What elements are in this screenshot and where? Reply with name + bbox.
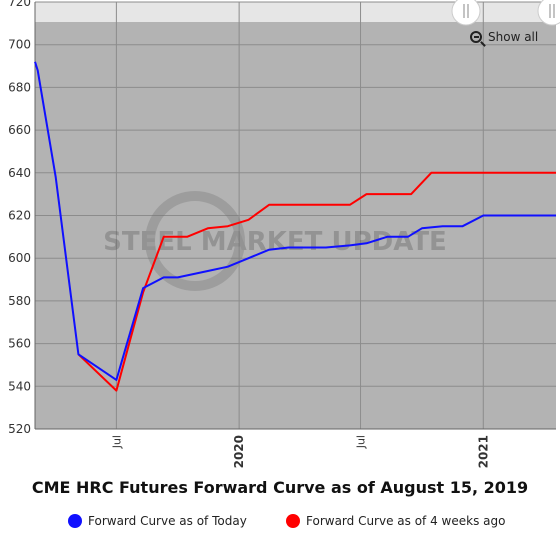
x-tick-label: Jul	[355, 435, 368, 449]
y-axis: 520 540 560 580 600 620 640 660 680 700 720	[8, 0, 31, 436]
y-tick-label: 600	[8, 251, 31, 265]
legend-marker-today	[68, 514, 82, 528]
y-tick-label: 700	[8, 38, 31, 52]
navigator-band	[35, 2, 556, 22]
y-tick-label: 540	[8, 379, 31, 393]
slider-handle-right[interactable]	[537, 0, 560, 26]
legend-item-today[interactable]: Forward Curve as of Today	[68, 514, 247, 528]
series-lines	[34, 61, 556, 392]
y-tick-label: 620	[8, 209, 31, 223]
y-tick-label: 520	[8, 422, 31, 436]
watermark-text: STEEL MARKET UPDATE	[103, 227, 447, 257]
x-tick-label: 2020	[232, 435, 246, 468]
series-line-forward-curve-as-of-4-weeks-ago[interactable]	[77, 171, 556, 392]
x-tick-label: 2021	[476, 435, 490, 468]
watermark-circle	[145, 191, 245, 291]
legend-marker-4-weeks-ago	[286, 514, 300, 528]
show-all-button[interactable]: Show all	[470, 30, 538, 44]
x-axis: Jul 2020 Jul 2021	[110, 435, 490, 468]
y-tick-label: 720	[8, 0, 31, 9]
series-line-forward-curve-as-of-today[interactable]	[34, 61, 556, 381]
show-all-label: Show all	[488, 30, 539, 44]
chart-title: CME HRC Futures Forward Curve as of Augu…	[31, 478, 529, 497]
grid	[34, 1, 556, 430]
y-tick-label: 580	[8, 294, 31, 308]
zoom-out-icon	[470, 31, 482, 43]
y-tick-label: 640	[8, 166, 31, 180]
y-tick-label: 680	[8, 80, 31, 94]
legend-item-4-weeks-ago[interactable]: Forward Curve as of 4 weeks ago	[286, 514, 505, 528]
chart: STEEL MARKET UPDATE 520 540 560 580 600 620 64…	[8, 0, 560, 468]
legend-label-today: Forward Curve as of Today	[88, 514, 247, 528]
y-tick-label: 560	[8, 337, 31, 351]
range-slider[interactable]	[451, 0, 560, 26]
x-tick-label: Jul	[110, 435, 123, 449]
legend-label-4-weeks-ago: Forward Curve as of 4 weeks ago	[306, 514, 506, 528]
watermark-logo: STEEL MARKET UPDATE	[103, 191, 447, 291]
y-tick-label: 660	[8, 123, 31, 137]
slider-handle-left[interactable]	[451, 0, 481, 26]
